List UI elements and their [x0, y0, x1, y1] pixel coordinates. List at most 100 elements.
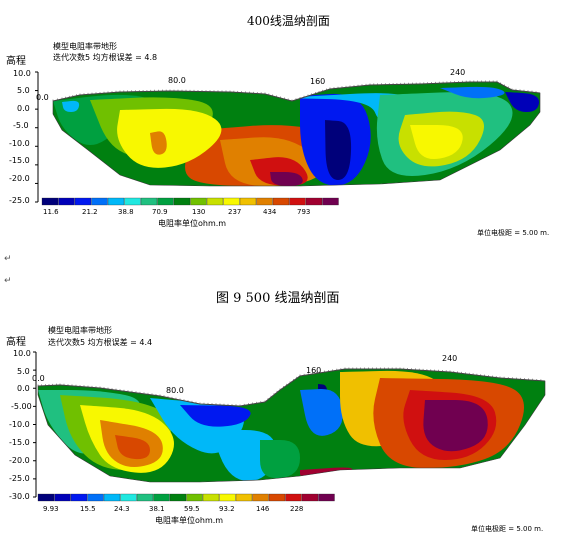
color-scale-swatch [223, 197, 240, 206]
color-scale-swatch [268, 493, 286, 502]
resistivity-zone [210, 430, 276, 482]
resistivity-zone [117, 108, 222, 168]
resistivity-zone [270, 172, 303, 186]
color-scale-swatch [206, 197, 224, 206]
chart2-xmarker: 0.0 [32, 374, 45, 383]
color-scale-swatch [107, 197, 125, 206]
chart2-xmarker: 240 [442, 354, 458, 363]
chart2-info-line1: 模型电阻率带地形 [48, 326, 112, 335]
color-scale-swatch [41, 197, 59, 206]
color-scale-swatch [235, 493, 253, 502]
paragraph-mark: ↵ [4, 254, 12, 264]
chart1-scale-label: 21.2 [82, 208, 98, 216]
chart2-scale-label: 9.93 [43, 505, 59, 513]
chart1-scale-label: 237 [228, 208, 242, 216]
color-scale-swatch [256, 197, 273, 206]
chart1-scale-label: 130 [192, 208, 206, 216]
chart1-section-body [53, 82, 540, 186]
page-title-400: 400线温纳剖面 [247, 14, 330, 28]
color-scale-swatch [87, 493, 104, 502]
chart2-ytick: -15.0 [9, 438, 30, 447]
chart1-scale-label: 11.6 [43, 208, 59, 216]
color-scale-swatch [318, 493, 335, 502]
chart2-scale-label: 228 [290, 505, 304, 513]
color-scale-swatch [70, 493, 88, 502]
chart1-xmarker: 240 [450, 68, 466, 77]
color-scale-swatch [219, 493, 236, 502]
chart1-scale-label: 38.8 [118, 208, 134, 216]
chart2-xmarker: 80.0 [166, 386, 184, 395]
chart2-ytick: -25.0 [9, 474, 30, 483]
chart1-ytick: -25.0 [9, 196, 30, 205]
color-scale-swatch [37, 493, 55, 502]
color-scale-swatch [58, 197, 75, 206]
chart2-color-scale [37, 493, 335, 502]
chart2-scale-label: 15.5 [80, 505, 96, 513]
chart1-xmarker: 0.0 [36, 93, 49, 102]
color-scale-swatch [301, 493, 319, 502]
color-scale-swatch [120, 493, 137, 502]
resistivity-zone [180, 405, 251, 427]
chart2-section-body [38, 369, 545, 482]
chart2-scale-label: 93.2 [219, 505, 235, 513]
chart2-ytick: -20.0 [9, 456, 30, 465]
chart1-ytick: 0.0 [17, 104, 30, 113]
chart1-ytick: 10.0 [13, 69, 31, 78]
chart1-xmarker: 80.0 [168, 76, 186, 85]
color-scale-swatch [173, 197, 191, 206]
chart2-plot [33, 351, 546, 502]
chart2-scale-label: 24.3 [114, 505, 130, 513]
color-scale-swatch [239, 197, 257, 206]
color-scale-swatch [190, 197, 207, 206]
color-scale-swatch [169, 493, 187, 502]
resistivity-zone [505, 92, 540, 112]
chart1-scale-label: 793 [297, 208, 311, 216]
chart2-ytick: -10.0 [9, 420, 30, 429]
chart2-ytick: -5.00 [11, 402, 32, 411]
chart2-xmarker: 160 [306, 366, 322, 375]
chart2-ytick: 10.0 [13, 349, 31, 358]
color-scale-swatch [157, 197, 174, 206]
resistivity-zone [410, 125, 463, 160]
figure-caption: 图 9 500 线温纳剖面 [216, 291, 340, 306]
resistivity-zone [440, 86, 505, 99]
color-scale-swatch [54, 493, 71, 502]
chart1-electrode-spacing: 单位电极距 = 5.00 m. [477, 229, 550, 237]
resistivity-zone [423, 400, 488, 452]
color-scale-swatch [202, 493, 220, 502]
chart2-info-line2: 迭代次数5 均方根误差 = 4.4 [48, 338, 153, 347]
color-scale-swatch [252, 493, 269, 502]
color-scale-swatch [91, 197, 108, 206]
chart1-ytick: -10.0 [9, 139, 30, 148]
color-scale-swatch [289, 197, 306, 206]
chart1-color-scale [41, 197, 339, 206]
paragraph-mark: ↵ [4, 276, 12, 286]
chart2-scale-label: 38.1 [149, 505, 165, 513]
chart2-ytick: 5.0 [17, 367, 30, 376]
chart1-info-line1: 模型电阻率带地形 [53, 42, 117, 51]
topography-line [37, 368, 546, 407]
chart1-ytick: -20.0 [9, 174, 30, 183]
chart2-electrode-spacing: 单位电极距 = 5.00 m. [471, 525, 544, 533]
color-scale-swatch [186, 493, 203, 502]
color-scale-swatch [103, 493, 121, 502]
chart1-ylabel: 高程 [6, 56, 26, 67]
chart2-ytick: -30.0 [9, 492, 30, 501]
resistivity-zone [115, 435, 150, 460]
resistivity-zone [62, 100, 80, 112]
chart1-ytick: -15.0 [9, 156, 30, 165]
resistivity-zone [150, 131, 167, 155]
chart1-xmarker: 160 [310, 77, 326, 86]
chart1-info-line2: 迭代次数5 均方根误差 = 4.8 [53, 53, 158, 62]
chart2-ylabel: 高程 [6, 337, 26, 348]
chart1-plot [35, 71, 541, 206]
chart2-ytick: 0.0 [17, 384, 30, 393]
chart1-scale-label: 434 [263, 208, 277, 216]
chart1-scale-label: 70.9 [152, 208, 168, 216]
resistivity-zone [260, 440, 300, 479]
color-scale-swatch [140, 197, 158, 206]
resistivity-zone [325, 120, 352, 180]
chart2-scale-title: 电阻率单位ohm.m [155, 516, 224, 525]
color-scale-swatch [272, 197, 290, 206]
